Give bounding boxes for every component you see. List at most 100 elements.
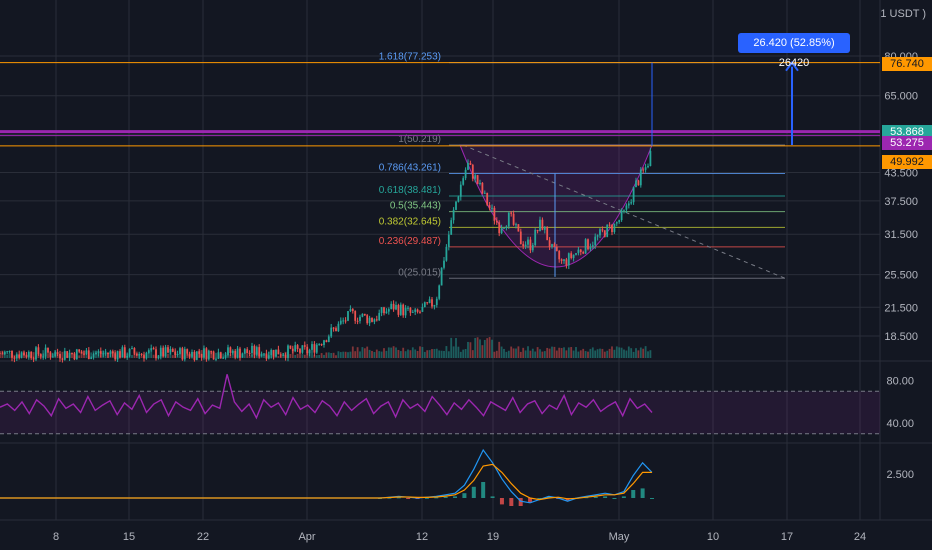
candle-body [335,328,337,332]
candle-body [354,311,357,321]
candle-body [169,348,172,353]
candle-body [222,357,225,359]
volume-bar [459,351,462,358]
fib-level-label: 1.618(77.253) [379,52,441,63]
volume-bar [534,351,537,358]
volume-bar [498,341,501,358]
volume-bar [229,354,232,358]
volume-bar [119,355,121,358]
rsi-band [0,391,880,434]
rsi-tick-label: 40.00 [886,418,914,430]
candle-body [339,320,342,324]
candle-body [481,182,484,194]
candle-body [457,196,460,202]
volume-bar [575,347,577,358]
volume-bar [531,348,534,358]
volume-bar [114,350,117,358]
candle-body [227,347,229,356]
macd-histogram-bar [387,497,392,499]
candle-body [423,302,426,307]
volume-bar [515,348,517,358]
volume-bar [6,354,9,358]
candle-body [152,348,155,350]
volume-bar [80,351,83,358]
x-tick-label: 8 [53,531,59,543]
volume-bar [335,355,337,358]
candle-body [303,345,306,347]
volume-bar [402,347,405,358]
volume-bar [68,355,71,358]
volume-bar [287,352,289,358]
volume-bar [145,354,148,358]
volume-bar [294,354,297,358]
volume-bar [505,351,508,358]
x-tick-label: May [609,531,630,543]
candle-body [37,347,40,355]
candle-body [510,212,513,214]
volume-bar [584,351,587,358]
candle-body [275,349,277,357]
candle-body [625,205,628,210]
y-tick-label: 25.500 [884,270,918,282]
candle-body [435,298,438,306]
candle-body [486,192,489,206]
candle-body [560,259,563,261]
candle-body [534,229,537,246]
candle-body [291,348,294,352]
macd-histogram-bar [434,497,439,499]
candle-body [428,299,431,303]
candle-body [368,317,371,324]
candle-body [488,205,491,209]
volume-bar [443,350,445,358]
fib-level-label: 0.5(35.443) [390,201,441,212]
candle-body [551,244,553,247]
candle-body [119,351,121,358]
volume-bar [289,354,292,358]
candle-body [635,180,637,188]
volume-bar [397,349,400,358]
macd-histogram-bar [499,498,504,505]
volume-bar [253,351,256,358]
candle-body [431,299,433,307]
volume-bar [337,351,340,358]
volume-bar [63,351,66,358]
volume-bar [303,354,306,358]
volume-bar [419,346,421,358]
macd-histogram-bar [528,498,533,503]
volume-bar [241,353,244,358]
candle-body [289,345,292,349]
volume-bar [539,349,541,358]
candle-body [558,250,561,260]
volume-bar [97,351,100,358]
volume-bar [503,348,505,358]
candle-body [647,165,649,168]
volume-bar [349,351,352,358]
volume-bar [59,354,61,358]
volume-bar [121,353,124,358]
candle-body [344,320,347,322]
volume-bar [594,350,597,358]
candle-body [589,246,592,250]
macd-histogram-bar [396,497,401,499]
macd-histogram-bar [424,497,429,499]
volume-bar [603,351,606,358]
volume-bar [183,355,186,358]
volume-bar [308,351,311,358]
volume-bar [481,345,484,358]
candle-body [416,309,419,312]
candle-body [426,302,429,304]
macd-histogram-bar [490,496,495,498]
candle-body [555,246,558,251]
volume-bar [224,352,227,358]
volume-bar [373,351,376,358]
candle-body [164,347,167,357]
volume-bar [18,354,21,358]
volume-bar [236,351,239,358]
candle-body [251,345,253,354]
candle-body [620,210,623,221]
candle-body [366,315,369,324]
candle-body [517,224,520,232]
candle-body [397,305,400,315]
volume-bar [212,354,215,358]
